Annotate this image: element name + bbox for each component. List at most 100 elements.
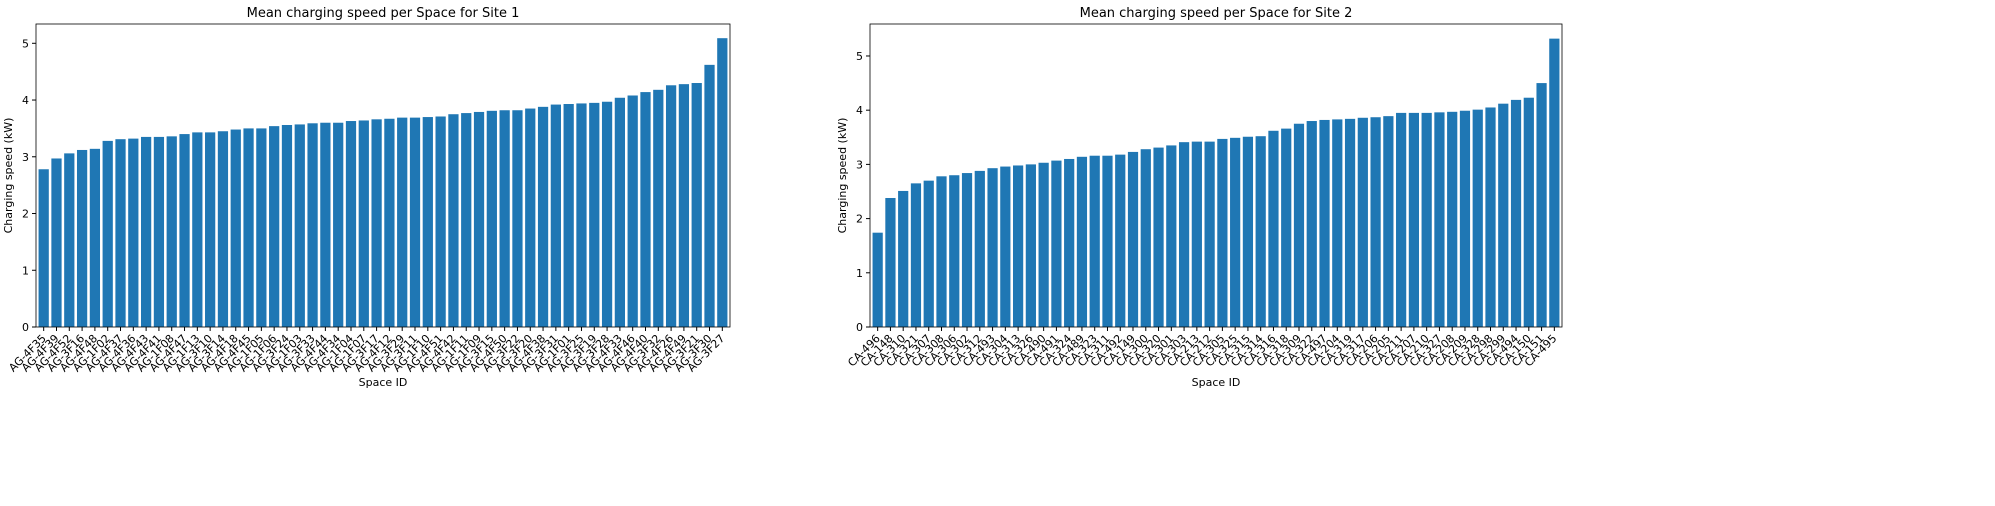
bar [1102, 155, 1113, 327]
bar [1523, 97, 1534, 328]
plot-frame [35, 23, 731, 328]
bar [1536, 83, 1547, 327]
y-tick-label: 2 [22, 208, 29, 221]
y-tick-label: 0 [856, 321, 863, 334]
bar [192, 132, 203, 327]
bar [153, 136, 165, 327]
bar [987, 168, 998, 327]
bar [704, 64, 715, 327]
bar [1434, 112, 1445, 327]
bar [371, 119, 382, 328]
bar [217, 131, 229, 327]
bar [435, 116, 446, 327]
bar [140, 136, 152, 327]
bar [397, 117, 408, 327]
bar [1255, 136, 1266, 327]
bar [1549, 38, 1560, 327]
bar [1472, 109, 1483, 328]
bar [89, 148, 101, 327]
y-tick-label: 5 [22, 37, 29, 50]
bar [1217, 138, 1228, 327]
bar [537, 106, 549, 327]
plot-frame [869, 23, 1563, 328]
bar [307, 123, 318, 327]
bar [640, 92, 651, 327]
bar [1242, 136, 1254, 327]
bar [320, 122, 331, 327]
y-tick-label: 0 [22, 321, 29, 334]
bar [486, 110, 497, 327]
bar [665, 85, 677, 327]
bar [1140, 149, 1151, 327]
bar [1510, 99, 1522, 327]
bar [563, 104, 574, 327]
bar [678, 84, 690, 328]
bar [601, 101, 613, 327]
bar [1191, 141, 1202, 327]
bar [898, 190, 909, 327]
y-axis-label: Charging speed (kW) [2, 118, 15, 234]
bar [717, 38, 728, 327]
bar [1178, 142, 1190, 327]
bar [1459, 110, 1471, 328]
bar [923, 180, 934, 327]
bar [936, 176, 947, 327]
bar [179, 134, 190, 327]
y-tick-label: 1 [22, 264, 29, 277]
bar [910, 183, 922, 327]
bar [1498, 103, 1509, 328]
bar [691, 83, 702, 328]
bar [1089, 155, 1100, 327]
bar [128, 138, 139, 327]
bar [1293, 123, 1305, 327]
bar [269, 126, 280, 328]
bar [1115, 154, 1126, 327]
bar [974, 170, 985, 327]
bar [949, 175, 960, 327]
bar [1485, 107, 1496, 327]
bar [525, 108, 536, 327]
bar [1332, 119, 1343, 327]
bar [1396, 112, 1407, 327]
bar [576, 103, 587, 327]
chart-title: Mean charging speed per Space for Site 2 [1080, 6, 1353, 21]
bar [1421, 112, 1432, 327]
x-axis-label: Space ID [359, 376, 408, 389]
bar [1281, 128, 1292, 327]
y-tick-label: 1 [856, 267, 863, 280]
bar [256, 128, 267, 327]
bar [589, 102, 600, 327]
y-tick-label: 2 [856, 213, 863, 226]
bar [1025, 164, 1036, 327]
bar [1319, 119, 1330, 327]
y-tick-label: 5 [856, 50, 863, 63]
bar [1051, 160, 1062, 327]
bar [294, 124, 305, 327]
bar [384, 118, 395, 328]
bar [422, 117, 433, 327]
bar [1166, 145, 1177, 327]
bar [1383, 116, 1394, 327]
bar [1268, 130, 1279, 327]
bar [550, 104, 561, 328]
bar [1153, 147, 1164, 327]
bar [333, 122, 344, 327]
x-axis-label: Space ID [1192, 376, 1241, 389]
bar [461, 113, 472, 328]
bar [409, 117, 421, 327]
bar [1447, 111, 1458, 327]
bar [281, 125, 293, 327]
bar [243, 128, 254, 327]
bar [38, 169, 49, 327]
y-tick-label: 3 [22, 151, 29, 164]
bar [76, 149, 88, 327]
bar [1038, 162, 1049, 327]
y-tick-label: 3 [856, 158, 863, 171]
y-tick-label: 4 [22, 94, 29, 107]
bar [512, 110, 523, 327]
bar [499, 110, 510, 327]
bar [1306, 121, 1317, 327]
bar [1204, 141, 1215, 327]
bar [653, 89, 664, 327]
